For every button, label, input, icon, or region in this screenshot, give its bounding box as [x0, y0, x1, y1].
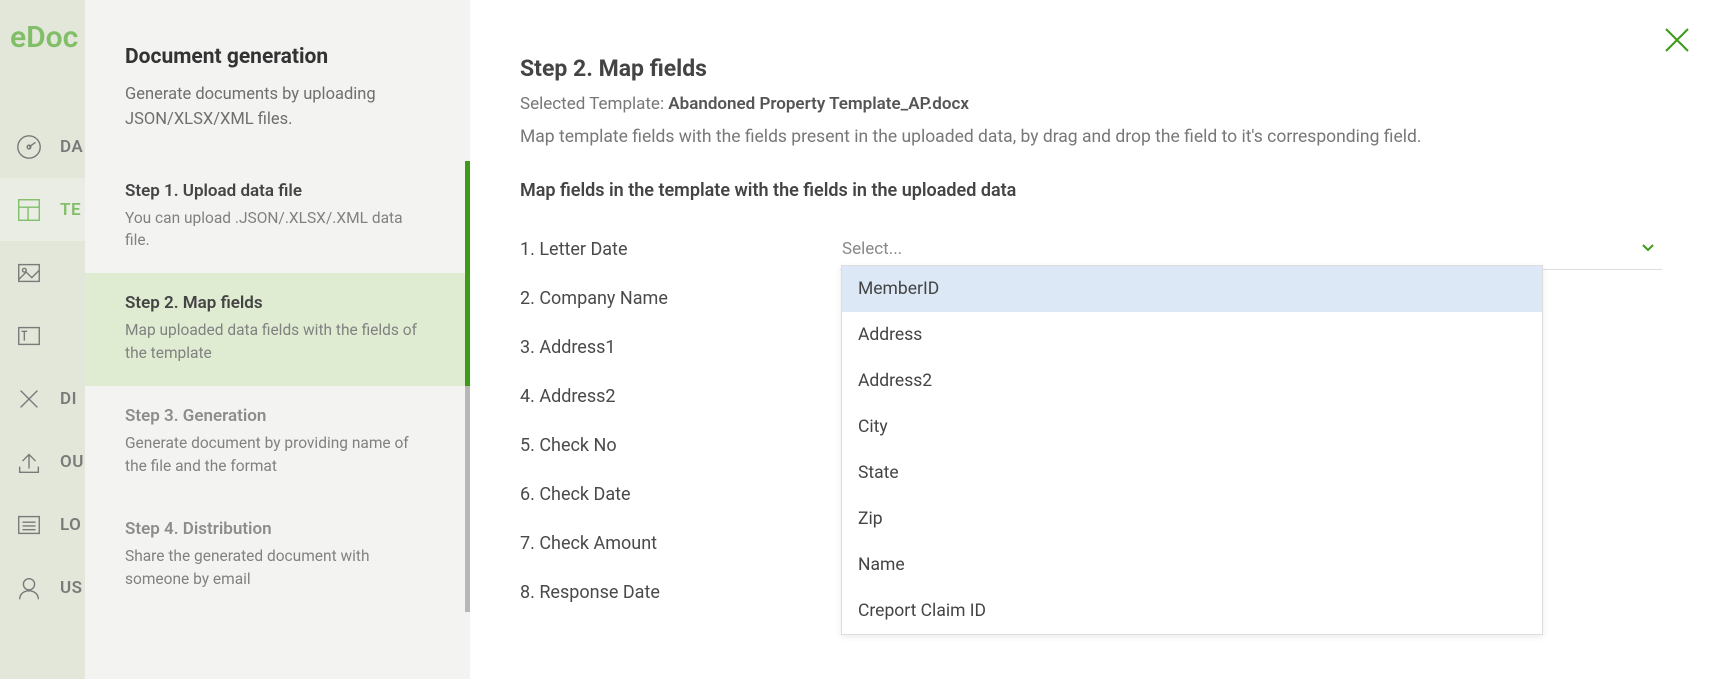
document-generation-modal: Document generation Generate documents b…	[85, 0, 1712, 679]
wizard-step-1[interactable]: Step 1. Upload data file You can upload .…	[85, 161, 470, 274]
template-field-label: 1. Letter Date	[520, 239, 840, 260]
wizard-step-title: Step 1. Upload data file	[125, 181, 425, 201]
dropdown-option[interactable]: City	[842, 404, 1542, 450]
page-title: Step 2. Map fields	[520, 55, 1662, 82]
select-box[interactable]: Select...	[840, 230, 1662, 270]
wizard-step-desc: You can upload .JSON/.XLSX/.XML data fil…	[125, 207, 425, 252]
selected-template-name: Abandoned Property Template_AP.docx	[668, 94, 969, 114]
wizard-step-desc: Map uploaded data fields with the fields…	[125, 319, 425, 364]
select-placeholder: Select...	[842, 239, 902, 259]
selected-template-line: Selected Template: Abandoned Property Te…	[520, 94, 1662, 114]
template-field-label: 7. Check Amount	[520, 533, 840, 554]
chevron-down-icon	[1640, 239, 1656, 259]
wizard-step-2[interactable]: Step 2. Map fields Map uploaded data fiel…	[85, 273, 470, 386]
template-field-label: 5. Check No	[520, 435, 840, 456]
close-button[interactable]	[1662, 25, 1692, 55]
wizard-title: Document generation	[125, 45, 430, 69]
wizard-step-3[interactable]: Step 3. Generation Generate document by p…	[85, 386, 470, 499]
dropdown-option[interactable]: Zip	[842, 496, 1542, 542]
selected-template-label: Selected Template:	[520, 94, 664, 114]
section-subheading: Map fields in the template with the fiel…	[520, 180, 1662, 201]
template-field-label: 6. Check Date	[520, 484, 840, 505]
wizard-step-4[interactable]: Step 4. Distribution Share the generated …	[85, 499, 470, 612]
instruction-text: Map template fields with the fields pres…	[520, 124, 1662, 150]
wizard-step-title: Step 2. Map fields	[125, 293, 425, 313]
wizard-steps-panel: Document generation Generate documents b…	[85, 0, 470, 679]
main-content: Step 2. Map fields Selected Template: Ab…	[470, 0, 1712, 679]
dropdown-option[interactable]: Address	[842, 312, 1542, 358]
close-icon	[1662, 25, 1692, 55]
dropdown-option[interactable]: State	[842, 450, 1542, 496]
wizard-step-desc: Generate document by providing name of t…	[125, 432, 425, 477]
template-field-label: 8. Response Date	[520, 582, 840, 603]
template-field-label: 2. Company Name	[520, 288, 840, 309]
dropdown-option[interactable]: Name	[842, 542, 1542, 588]
field-mapping-select[interactable]: Select...	[840, 230, 1662, 270]
field-mapping-list: 1. Letter DateSelect... 2. Company Name 3.…	[520, 225, 1662, 617]
template-field-label: 3. Address1	[520, 337, 840, 358]
template-field-label: 4. Address2	[520, 386, 840, 407]
wizard-step-title: Step 3. Generation	[125, 406, 425, 426]
field-mapping-dropdown[interactable]: MemberIDAddressAddress2CityStateZipNameC…	[841, 265, 1543, 635]
dropdown-option[interactable]: MemberID	[842, 266, 1542, 312]
wizard-header: Document generation Generate documents b…	[85, 0, 470, 161]
dropdown-option[interactable]: Address2	[842, 358, 1542, 404]
wizard-step-title: Step 4. Distribution	[125, 519, 425, 539]
dropdown-option[interactable]: Creport Claim ID	[842, 588, 1542, 634]
wizard-step-desc: Share the generated document with someon…	[125, 545, 425, 590]
wizard-subtitle: Generate documents by uploading JSON/XLS…	[125, 83, 430, 133]
